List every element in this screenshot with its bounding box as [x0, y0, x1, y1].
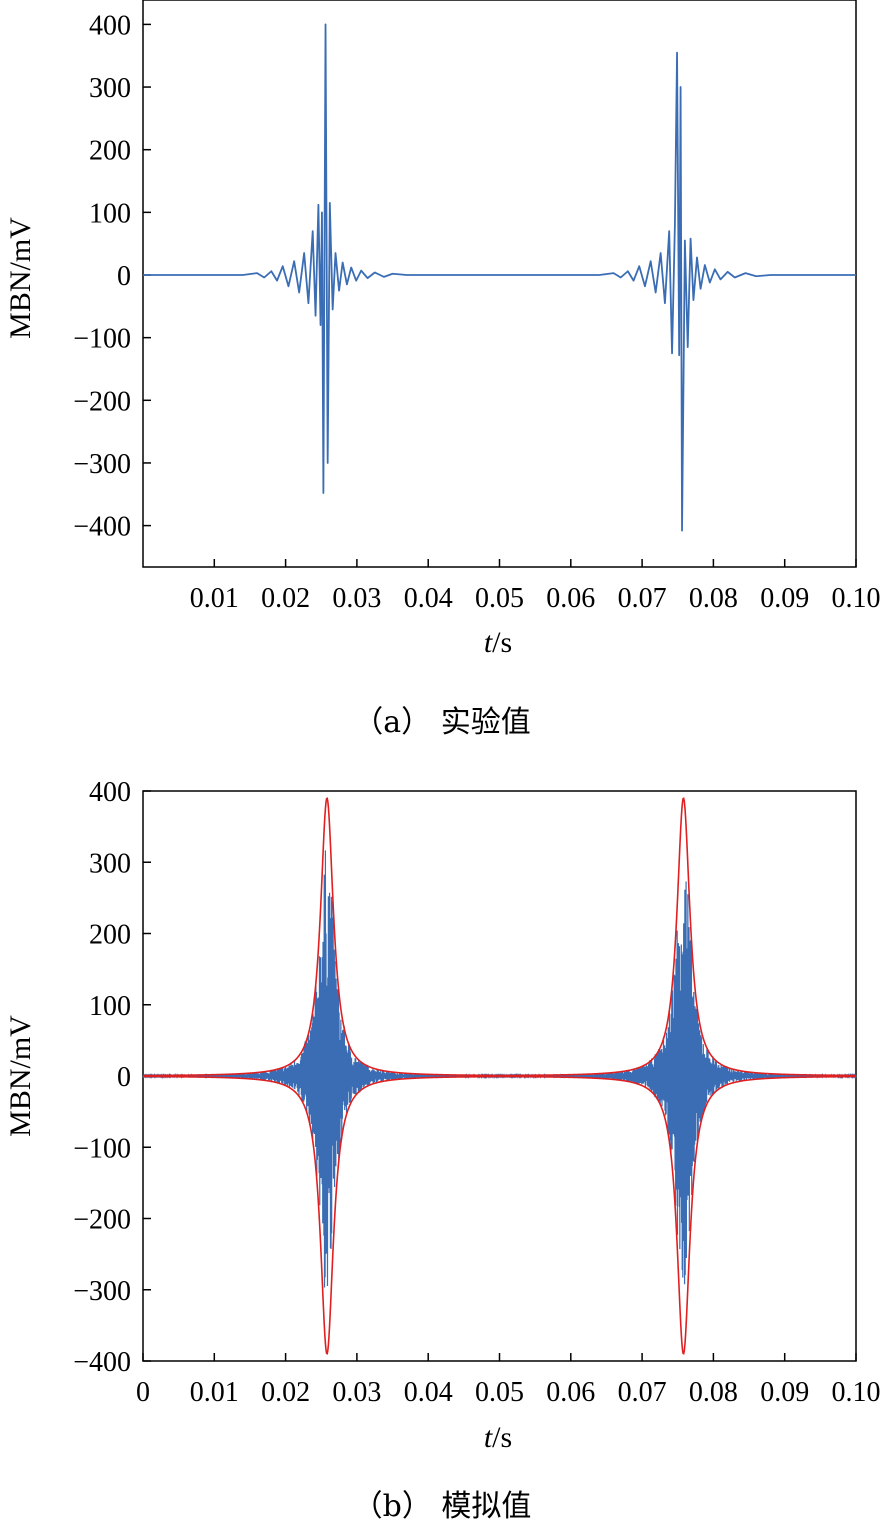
y-tick-label: −300 — [73, 1276, 131, 1307]
x-tick-label: 0.01 — [190, 1377, 239, 1408]
x-tick-label: 0.07 — [618, 1377, 667, 1408]
x-tick-label: 0.05 — [475, 583, 524, 614]
x-tick-label: 0.02 — [261, 1377, 310, 1408]
y-tick-label: 100 — [89, 198, 131, 229]
x-tick-label: 0.06 — [546, 583, 595, 614]
x-axis-label-a: t/s — [484, 626, 512, 659]
x-tick-label: 0.03 — [332, 583, 381, 614]
y-tick-label: 300 — [89, 73, 131, 104]
caption-b: （b） 模拟值 — [353, 1489, 532, 1523]
x-axis-label-b: t/s — [484, 1421, 512, 1454]
y-ticks-a: 400 300 200 100 0 −100 −200 −300 −400 — [73, 10, 151, 543]
x-tick-label: 0.10 — [832, 1377, 881, 1408]
x-tick-label: 0.09 — [760, 1377, 809, 1408]
x-tick-label: 0.02 — [261, 583, 310, 614]
x-tick-label: 0.04 — [404, 583, 453, 614]
y-tick-label: −300 — [73, 449, 131, 480]
series-b — [142, 797, 857, 1355]
x-ticks-a: 0.01 0.02 0.03 0.04 0.05 0.06 0.07 0.08 0.09 0.10 — [190, 559, 881, 614]
x-tick-label: 0.01 — [190, 583, 239, 614]
y-tick-label: 0 — [117, 261, 131, 292]
y-tick-label: 0 — [117, 1062, 131, 1093]
x-tick-label: 0.10 — [832, 583, 881, 614]
series-a — [143, 23, 856, 532]
y-tick-label: 400 — [89, 10, 131, 41]
x-tick-label: 0 — [136, 1377, 150, 1408]
y-tick-label: −100 — [73, 324, 131, 355]
x-tick-label: 0.09 — [760, 583, 809, 614]
caption-a: （a） 实验值 — [353, 705, 530, 740]
y-tick-label: −100 — [73, 1133, 131, 1164]
y-tick-label: 200 — [89, 136, 131, 167]
envelope-lower — [142, 1075, 857, 1355]
y-tick-label: −200 — [73, 1205, 131, 1236]
envelope-upper — [142, 797, 857, 1077]
x-ticks-b: 0 0.01 0.02 0.03 0.04 0.05 0.06 0.07 0.08 0.09 0.1… — [136, 1353, 881, 1408]
y-tick-label: 200 — [89, 920, 131, 951]
series-line — [143, 23, 856, 532]
x-tick-label: 0.03 — [332, 1377, 381, 1408]
y-axis-label-a: MBN/mV — [4, 217, 37, 339]
y-tick-label: 100 — [89, 991, 131, 1022]
y-axis-label-b: MBN/mV — [4, 1015, 37, 1137]
x-tick-label: 0.08 — [689, 583, 738, 614]
x-tick-label: 0.05 — [475, 1377, 524, 1408]
y-tick-label: −200 — [73, 386, 131, 417]
x-tick-label: 0.04 — [404, 1377, 453, 1408]
y-tick-label: −400 — [73, 512, 131, 543]
x-tick-label: 0.07 — [618, 583, 667, 614]
plot-frame-a — [142, 0, 857, 568]
y-ticks-b: 400 300 200 100 0 −100 −200 −300 −400 — [73, 777, 151, 1378]
y-tick-label: 400 — [89, 777, 131, 808]
y-tick-label: −400 — [73, 1347, 131, 1378]
series-simulated-signal — [142, 850, 857, 1288]
x-tick-label: 0.08 — [689, 1377, 738, 1408]
y-tick-label: 300 — [89, 848, 131, 879]
x-tick-label: 0.06 — [546, 1377, 595, 1408]
